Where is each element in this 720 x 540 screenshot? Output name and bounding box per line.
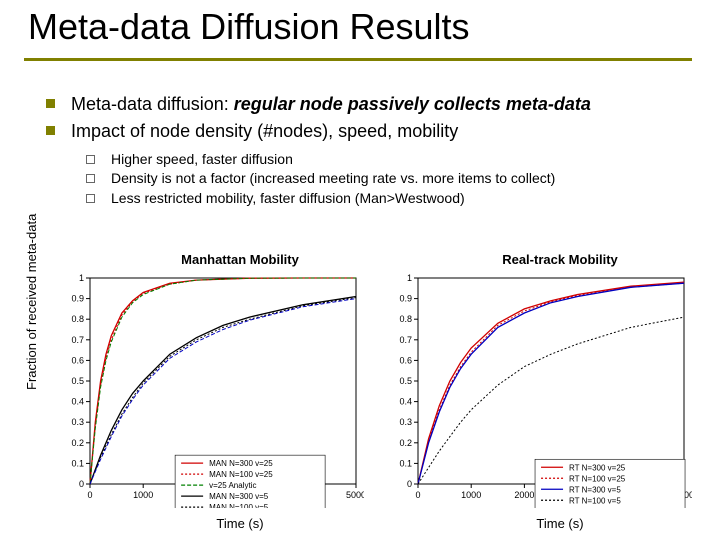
svg-text:0.2: 0.2 — [71, 438, 84, 448]
svg-text:0.6: 0.6 — [399, 355, 412, 365]
svg-text:0.7: 0.7 — [399, 335, 412, 345]
x-axis-label-left: Time (s) — [120, 516, 360, 531]
svg-text:0.8: 0.8 — [71, 314, 84, 324]
svg-text:2000: 2000 — [514, 490, 534, 500]
svg-text:MAN N=300 v=25: MAN N=300 v=25 — [209, 459, 273, 468]
bullet-text-italic: regular node passively collects meta-dat… — [234, 94, 591, 114]
bullet-text: Density is not a factor (increased meeti… — [111, 169, 555, 188]
svg-text:0.4: 0.4 — [71, 397, 84, 407]
svg-text:RT N=100 v=25: RT N=100 v=25 — [569, 474, 626, 483]
x-axis-label-right: Time (s) — [440, 516, 680, 531]
chart-title-left: Manhattan Mobility — [120, 252, 360, 267]
y-axis-label: Fraction of received meta-data — [24, 214, 39, 390]
svg-text:0: 0 — [407, 479, 412, 489]
svg-text:5000: 5000 — [346, 490, 364, 500]
svg-text:RT N=300 v=25: RT N=300 v=25 — [569, 463, 626, 472]
bullet-text: Meta-data diffusion: — [71, 94, 234, 114]
bullet-text: Less restricted mobility, faster diffusi… — [111, 189, 465, 208]
bullet-text: Higher speed, faster diffusion — [111, 150, 293, 169]
bullet-text: Impact of node density (#nodes), speed, … — [71, 119, 458, 143]
title-underline — [24, 58, 692, 61]
bullet-level2: Density is not a factor (increased meeti… — [86, 169, 686, 188]
svg-text:RT N=100 v=5: RT N=100 v=5 — [569, 496, 621, 505]
svg-text:MAN N=300 v=5: MAN N=300 v=5 — [209, 492, 269, 501]
svg-text:0.1: 0.1 — [71, 458, 84, 468]
svg-text:0: 0 — [79, 479, 84, 489]
bullet-level2: Less restricted mobility, faster diffusi… — [86, 189, 686, 208]
svg-text:RT N=300 v=5: RT N=300 v=5 — [569, 485, 621, 494]
svg-text:MAN N=100 v=25: MAN N=100 v=25 — [209, 470, 273, 479]
svg-text:0.9: 0.9 — [71, 294, 84, 304]
left-chart: 01000200030004000500000.10.20.30.40.50.6… — [54, 272, 364, 508]
svg-text:0.3: 0.3 — [71, 417, 84, 427]
svg-text:0: 0 — [415, 490, 420, 500]
svg-text:0.5: 0.5 — [399, 376, 412, 386]
svg-text:0.9: 0.9 — [399, 294, 412, 304]
svg-text:0.1: 0.1 — [399, 458, 412, 468]
svg-text:0.7: 0.7 — [71, 335, 84, 345]
square-bullet-icon — [46, 126, 55, 135]
bullet-level2: Higher speed, faster diffusion — [86, 150, 686, 169]
svg-text:MAN N=100 v=5: MAN N=100 v=5 — [209, 503, 269, 508]
svg-text:1000: 1000 — [133, 490, 153, 500]
svg-text:1: 1 — [79, 273, 84, 283]
hollow-square-icon — [86, 194, 95, 203]
svg-text:0.3: 0.3 — [399, 417, 412, 427]
svg-text:0: 0 — [87, 490, 92, 500]
svg-text:1000: 1000 — [461, 490, 481, 500]
hollow-square-icon — [86, 155, 95, 164]
svg-text:v=25 Analytic: v=25 Analytic — [209, 481, 256, 490]
page-title: Meta-data Diffusion Results — [28, 6, 470, 48]
svg-text:0.8: 0.8 — [399, 314, 412, 324]
svg-text:0.6: 0.6 — [71, 355, 84, 365]
bullet-list: Meta-data diffusion: regular node passiv… — [46, 92, 686, 209]
svg-text:0.2: 0.2 — [399, 438, 412, 448]
hollow-square-icon — [86, 174, 95, 183]
bullet-level1: Meta-data diffusion: regular node passiv… — [46, 92, 686, 116]
square-bullet-icon — [46, 99, 55, 108]
svg-text:0.4: 0.4 — [399, 397, 412, 407]
chart-title-right: Real-track Mobility — [440, 252, 680, 267]
bullet-level1: Impact of node density (#nodes), speed, … — [46, 119, 686, 143]
svg-text:0.5: 0.5 — [71, 376, 84, 386]
right-chart: 01000200030004000500000.10.20.30.40.50.6… — [382, 272, 692, 508]
svg-text:1: 1 — [407, 273, 412, 283]
